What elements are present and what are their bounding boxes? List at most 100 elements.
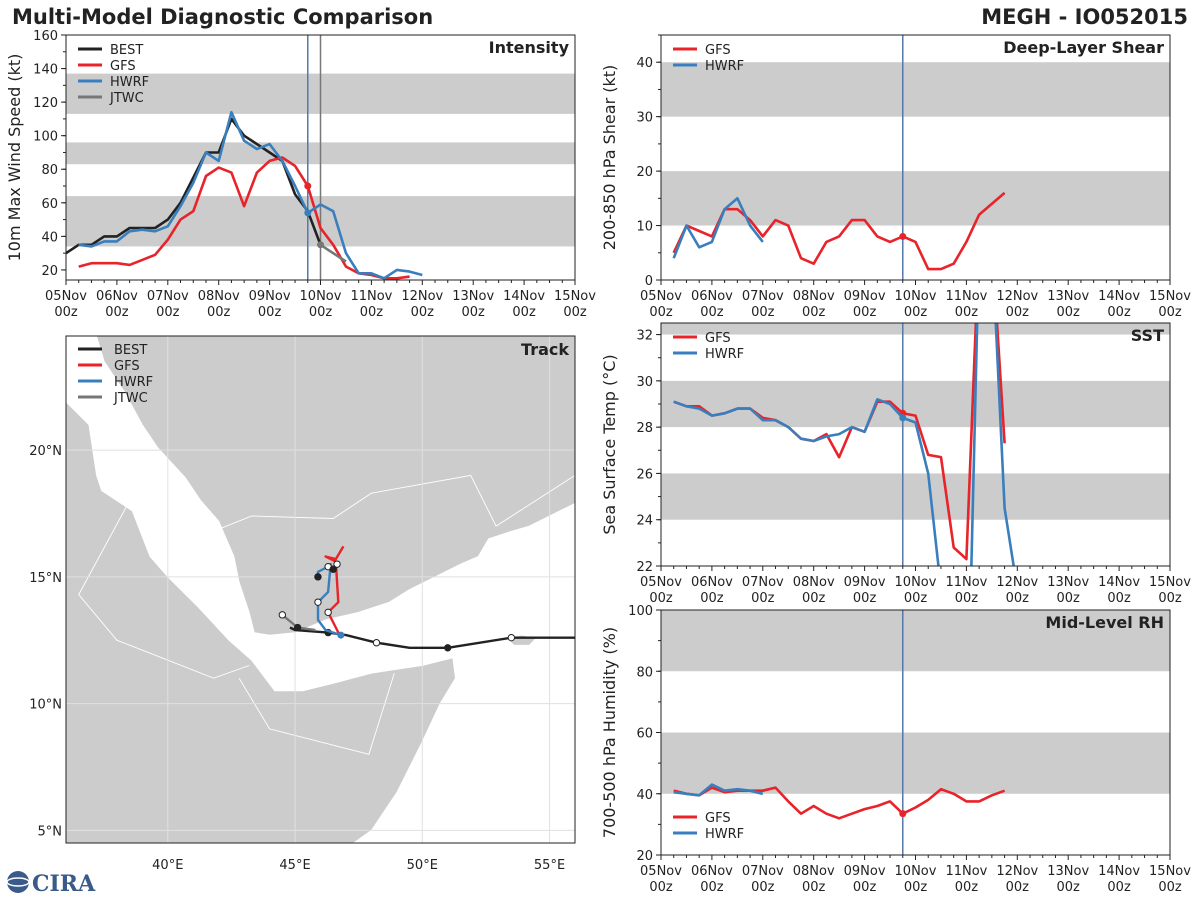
intensity-marker-gfs: [304, 182, 312, 190]
shear-title: Deep-Layer Shear: [1003, 38, 1164, 57]
shear-plot-area: [661, 35, 1170, 280]
rh-xtick-label: 14Nov: [1098, 864, 1140, 879]
rh-ytick-label: 60: [636, 727, 653, 742]
storm-id: MEGH - IO052015: [981, 5, 1188, 29]
sst-ytick-label: 22: [636, 560, 653, 575]
rh-band: [661, 610, 1170, 672]
shear-xtick-label-hour: 00z: [649, 305, 673, 320]
rh-plot-area: [661, 610, 1170, 855]
rh-panel: 2040608010005Nov00z06Nov00z07Nov00z08Nov…: [600, 604, 1191, 895]
cira-logo: CIRA: [6, 871, 96, 897]
sst-xtick-label-hour: 00z: [1107, 591, 1131, 606]
intensity-legend-label: BEST: [110, 43, 143, 58]
intensity-xtick-label: 15Nov: [554, 289, 596, 304]
sst-series-hwrf: [673, 323, 1015, 566]
intensity-xtick-label: 07Nov: [147, 289, 189, 304]
intensity-ytick-label: 80: [41, 163, 58, 178]
shear-ytick-label: 10: [636, 220, 653, 235]
rh-title: Mid-Level RH: [1045, 613, 1164, 632]
rh-legend-label: HWRF: [705, 827, 744, 842]
figure-title: Multi-Model Diagnostic Comparison: [12, 5, 433, 29]
intensity-title: Intensity: [489, 38, 570, 57]
track-legend-label: HWRF: [114, 375, 153, 390]
rh-ytick-label: 40: [636, 788, 653, 803]
shear-panel: 01020304005Nov00z06Nov00z07Nov00z08Nov00…: [600, 34, 1191, 320]
shear-xtick-label: 09Nov: [844, 289, 886, 304]
sst-xtick-label: 05Nov: [640, 575, 682, 590]
intensity-ytick-label: 120: [33, 96, 58, 111]
track-current-position: [337, 631, 345, 639]
shear-xtick-label: 08Nov: [793, 289, 835, 304]
track-lat-label: 20°N: [29, 444, 62, 459]
sst-legend-label: GFS: [705, 331, 731, 346]
sst-title: SST: [1131, 326, 1164, 345]
intensity-ytick-label: 140: [33, 63, 58, 78]
sst-ytick-label: 28: [636, 421, 653, 436]
rh-xtick-label: 10Nov: [895, 864, 937, 879]
track-lat-label: 10°N: [29, 698, 62, 713]
intensity-xtick-label-hour: 00z: [462, 305, 486, 320]
shear-xtick-label-hour: 00z: [751, 305, 775, 320]
sst-panel: 22242628303205Nov00z06Nov00z07Nov00z08No…: [600, 322, 1191, 606]
track-title: Track: [521, 340, 569, 359]
rh-ylabel: 700-500 hPa Humidity (%): [600, 627, 619, 838]
rh-xtick-label-hour: 00z: [751, 880, 775, 895]
shear-series-hwrf: [672, 197, 764, 259]
sst-xtick-label: 06Nov: [691, 575, 733, 590]
sst-band: [661, 323, 1170, 335]
intensity-plot-area: [66, 35, 575, 280]
sst-ytick-label: 24: [636, 514, 653, 529]
shear-xtick-label: 07Nov: [742, 289, 784, 304]
sst-xtick-label-hour: 00z: [700, 591, 724, 606]
rh-marker-gfs: [899, 810, 907, 818]
track-legend-label: BEST: [114, 343, 147, 358]
arabia-landmass: [96, 336, 575, 636]
sst-xtick-label-hour: 00z: [751, 591, 775, 606]
track-point-filled: [329, 565, 337, 573]
sst-xtick-label-hour: 00z: [1057, 591, 1081, 606]
rh-xtick-label: 13Nov: [1047, 864, 1089, 879]
sst-ytick-label: 32: [636, 329, 653, 344]
rh-xtick-label: 07Nov: [742, 864, 784, 879]
track-point-open: [333, 560, 341, 568]
intensity-ytick-label: 60: [41, 197, 58, 212]
intensity-legend-label: GFS: [110, 59, 136, 74]
intensity-xtick-label-hour: 00z: [411, 305, 435, 320]
intensity-xtick-label: 10Nov: [300, 289, 342, 304]
intensity-xtick-label: 09Nov: [249, 289, 291, 304]
shear-xtick-label: 05Nov: [640, 289, 682, 304]
rh-xtick-label-hour: 00z: [802, 880, 826, 895]
sst-xtick-label: 09Nov: [844, 575, 886, 590]
shear-xtick-label-hour: 00z: [1107, 305, 1131, 320]
sst-xtick-label-hour: 00z: [955, 591, 979, 606]
intensity-ylabel: 10m Max Wind Speed (kt): [5, 54, 24, 262]
sst-plot-area: [661, 323, 1170, 566]
rh-xtick-label-hour: 00z: [853, 880, 877, 895]
track-point-open: [278, 611, 287, 619]
rh-xtick-label: 05Nov: [640, 864, 682, 879]
border-ethiopia: [78, 500, 250, 679]
track-point-filled: [293, 623, 302, 632]
track-lon-label: 45°E: [279, 858, 310, 873]
sst-xtick-label-hour: 00z: [904, 591, 928, 606]
rh-ytick-label: 100: [628, 604, 653, 619]
sst-xtick-label-hour: 00z: [649, 591, 673, 606]
rh-xtick-label: 11Nov: [945, 864, 987, 879]
rh-xtick-label-hour: 00z: [649, 880, 673, 895]
track-point-open: [507, 633, 516, 642]
intensity-xtick-label-hour: 00z: [156, 305, 180, 320]
globe-ring-icon: [6, 877, 30, 887]
sst-ytick-label: 30: [636, 375, 653, 390]
intensity-xtick-label-hour: 00z: [258, 305, 282, 320]
track-lon-label: 50°E: [407, 858, 438, 873]
globe-icon: [7, 871, 29, 893]
intensity-xtick-label-hour: 00z: [54, 305, 78, 320]
intensity-ytick-label: 20: [41, 264, 58, 279]
track-lat-label: 15°N: [29, 571, 62, 586]
intensity-xtick-label-hour: 00z: [360, 305, 384, 320]
track-plot-area: [66, 336, 575, 843]
intensity-panel: 2040608010012014016005Nov00z06Nov00z07No…: [5, 29, 596, 320]
shear-band: [661, 62, 1170, 117]
shear-xtick-label: 11Nov: [945, 289, 987, 304]
shear-ytick-label: 40: [636, 56, 653, 71]
